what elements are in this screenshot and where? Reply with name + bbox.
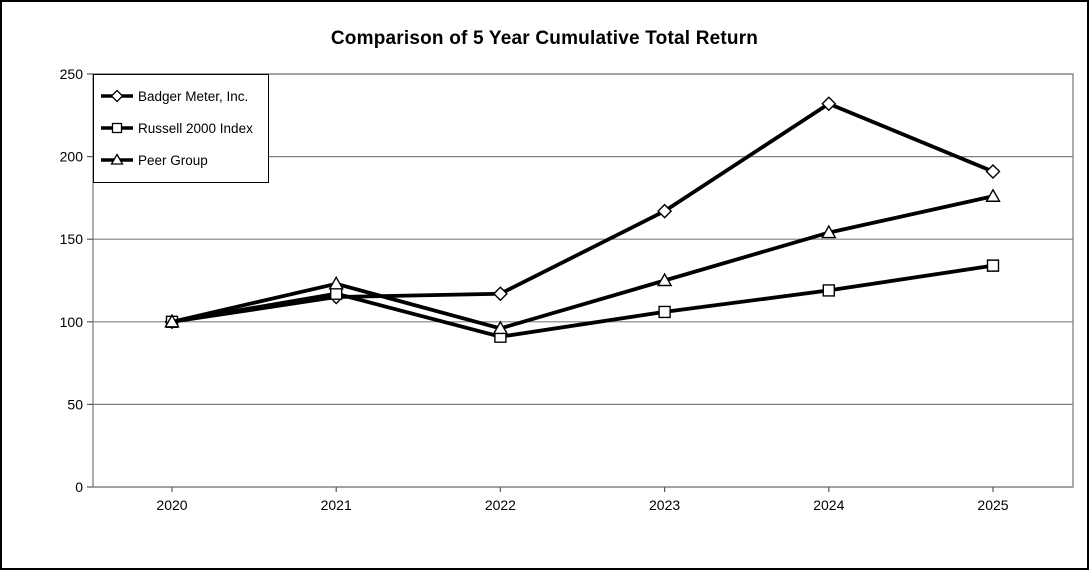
- series-line-badger-meter-inc: [171, 101, 994, 324]
- marker-square: [822, 284, 835, 297]
- marker-diamond: [657, 203, 673, 219]
- x-tick-label: 2022: [485, 497, 516, 513]
- legend-marker-triangle-icon: [101, 153, 133, 165]
- marker-square: [986, 259, 1000, 272]
- y-tick-label: 200: [60, 149, 84, 165]
- series-line-peer-group: [171, 194, 994, 331]
- marker-triangle: [164, 313, 180, 328]
- legend-item: Badger Meter, Inc.: [100, 80, 262, 112]
- x-tick-label: 2020: [156, 497, 187, 513]
- marker-diamond: [492, 286, 508, 302]
- x-tick-label: 2025: [977, 497, 1008, 513]
- y-tick-label: 150: [60, 231, 84, 247]
- chart-legend: Badger Meter, Inc. Russell 2000 Index Peer…: [93, 74, 269, 183]
- y-tick-label: 0: [75, 479, 83, 495]
- y-tick-label: 50: [67, 396, 83, 412]
- legend-marker-square-icon: [101, 122, 133, 134]
- marker-diamond: [821, 96, 837, 112]
- marker-square: [330, 287, 343, 300]
- y-tick-label: 250: [60, 66, 84, 82]
- series-line-russell-2000-index: [171, 263, 994, 339]
- marker-triangle: [492, 320, 509, 335]
- chart-title: Comparison of 5 Year Cumulative Total Re…: [330, 28, 759, 49]
- y-tick-label: 100: [60, 314, 84, 330]
- marker-triangle: [656, 272, 673, 287]
- x-tick-label: 2024: [813, 497, 844, 513]
- legend-item: Peer Group: [100, 144, 262, 176]
- marker-triangle: [985, 188, 1001, 202]
- marker-triangle: [821, 224, 837, 239]
- plot-frame: [92, 73, 1074, 488]
- legend-label: Russell 2000 Index: [138, 120, 253, 136]
- legend-item: Russell 2000 Index: [100, 112, 262, 144]
- legend-label: Badger Meter, Inc.: [138, 88, 249, 104]
- marker-triangle: [328, 275, 344, 290]
- x-tick-label: 2021: [321, 497, 352, 513]
- marker-square: [658, 305, 671, 319]
- legend-marker-diamond-icon: [101, 89, 133, 103]
- marker-diamond: [985, 163, 1001, 179]
- legend-label: Peer Group: [138, 152, 208, 168]
- x-tick-label: 2023: [649, 497, 680, 513]
